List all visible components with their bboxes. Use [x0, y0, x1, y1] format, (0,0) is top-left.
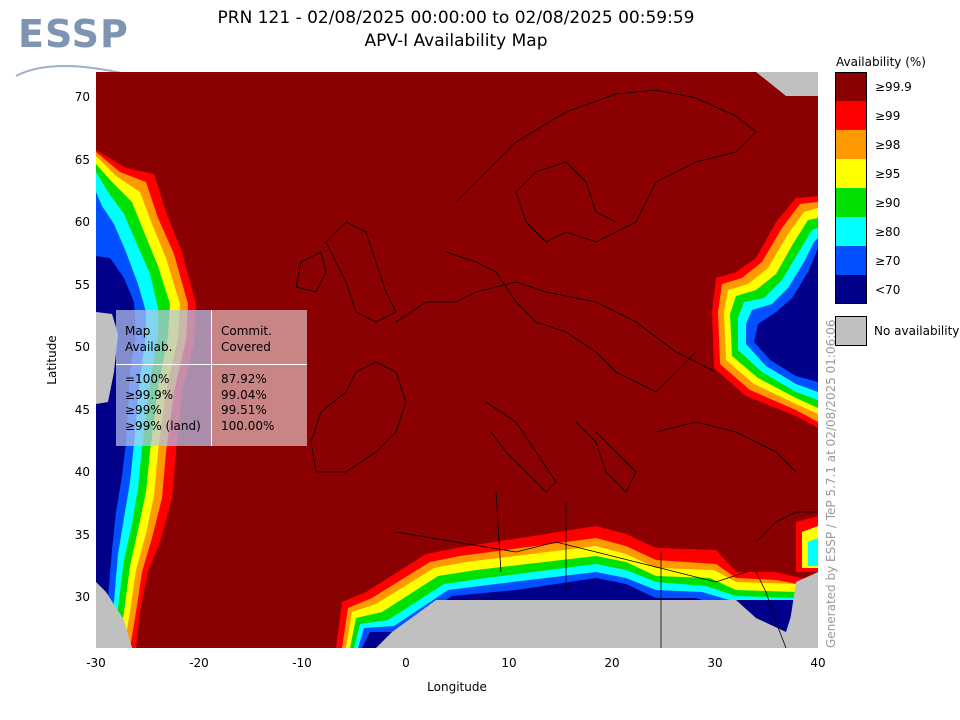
stats-header-left: Map Availab.	[125, 324, 173, 354]
legend-swatch	[835, 130, 867, 159]
sahara-degradation-band	[336, 526, 818, 648]
stats-table: Map Availab. Commit. Covered =100% ≥99.9…	[116, 310, 307, 446]
stats-divider-horizontal	[116, 364, 307, 365]
legend-frame	[835, 72, 867, 304]
essp-logo: ESSP	[14, 12, 135, 78]
y-axis-label: Latitude	[45, 335, 59, 385]
legend-label: ≥80	[875, 225, 901, 239]
y-tick: 65	[74, 153, 90, 167]
no-availability-label: No availability	[874, 324, 960, 338]
legend-label: ≥95	[875, 167, 901, 181]
map-subtitle: APV-I Availability Map	[364, 31, 548, 51]
legend-swatch	[835, 72, 867, 101]
y-tick: 60	[74, 215, 90, 229]
legend-title: Availability (%)	[836, 55, 926, 69]
legend-swatch	[835, 101, 867, 130]
y-tick: 40	[74, 465, 90, 479]
legend-swatch	[835, 217, 867, 246]
stats-divider-vertical	[211, 310, 212, 446]
generated-by-note: Generated by ESSP / TeP 5.7.1 at 02/08/2…	[824, 319, 838, 648]
x-tick: 30	[707, 656, 723, 670]
coastlines	[295, 89, 818, 648]
x-tick: -30	[86, 656, 106, 670]
legend-label: ≥90	[875, 196, 901, 210]
y-tick: 30	[74, 590, 90, 604]
stats-header-right: Commit. Covered	[221, 324, 272, 354]
legend-label: <70	[875, 283, 901, 297]
x-tick: 10	[501, 656, 517, 670]
logo-text: ESSP	[18, 12, 129, 56]
legend-swatch	[835, 246, 867, 275]
legend-label: ≥70	[875, 254, 901, 268]
y-tick: 50	[74, 340, 90, 354]
x-tick: 0	[402, 656, 410, 670]
x-axis-label: Longitude	[427, 680, 487, 694]
legend-swatch	[835, 159, 867, 188]
y-tick: 55	[74, 278, 90, 292]
y-tick: 35	[74, 528, 90, 542]
x-tick: -20	[189, 656, 209, 670]
stats-right-column-bg	[211, 310, 307, 446]
legend-swatch	[835, 275, 867, 304]
legend-label: ≥98	[875, 138, 901, 152]
x-tick: 40	[810, 656, 826, 670]
map-title: PRN 121 - 02/08/2025 00:00:00 to 02/08/2…	[217, 8, 695, 28]
legend-label: ≥99.9	[875, 80, 912, 94]
x-tick: -10	[292, 656, 312, 670]
legend-swatch	[835, 188, 867, 217]
y-tick: 70	[74, 90, 90, 104]
y-tick: 45	[74, 403, 90, 417]
stats-left-column-bg	[116, 310, 211, 446]
x-tick: 20	[604, 656, 620, 670]
legend-label: ≥99	[875, 109, 901, 123]
stats-rows-left: =100% ≥99.9% ≥99% ≥99% (land)	[125, 372, 201, 433]
east-degradation-band	[712, 72, 818, 648]
no-availability-swatch	[835, 316, 867, 346]
stats-rows-right: 87.92% 99.04% 99.51% 100.00%	[221, 372, 275, 433]
